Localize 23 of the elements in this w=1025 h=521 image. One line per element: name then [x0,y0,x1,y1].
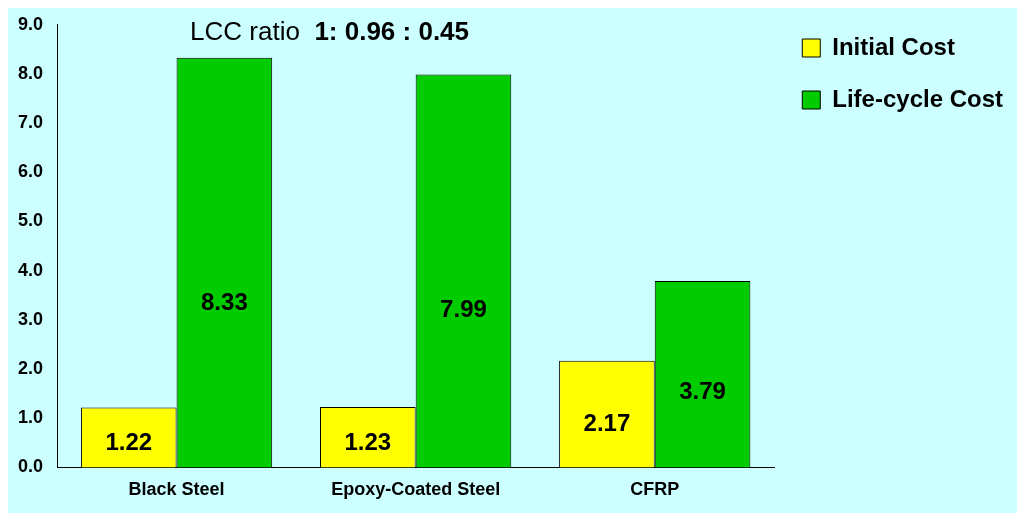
y-tick-label: 4.0 [17,259,44,280]
y-tick-label: 0.0 [17,456,44,477]
x-tick-label: Black Steel [128,479,225,500]
data-label: 8.33 [201,288,248,316]
y-tick-label: 8.0 [17,62,44,83]
y-tick-label: 2.0 [17,358,44,379]
legend-label: Initial Cost [832,32,955,60]
data-label: 3.79 [679,377,726,405]
y-tick-label: 1.0 [17,407,44,428]
y-tick-label: 3.0 [17,308,44,329]
y-tick-label: 9.0 [17,13,44,34]
y-tick-label: 6.0 [17,161,44,182]
legend-label: Life-cycle Cost [832,84,1004,112]
y-tick-label: 7.0 [17,112,44,133]
data-label: 2.17 [583,409,631,437]
data-label: 1.23 [344,427,392,455]
chart-subtitle: 1: 0.96 : 0.45 [314,15,470,46]
y-tick-label: 5.0 [17,210,44,231]
x-tick-label: Epoxy-Coated Steel [331,479,501,500]
data-label: 1.22 [105,428,153,456]
x-tick-label: CFRP [630,479,680,500]
chart-title: LCC ratio [190,15,300,46]
data-label: 7.99 [440,294,487,322]
